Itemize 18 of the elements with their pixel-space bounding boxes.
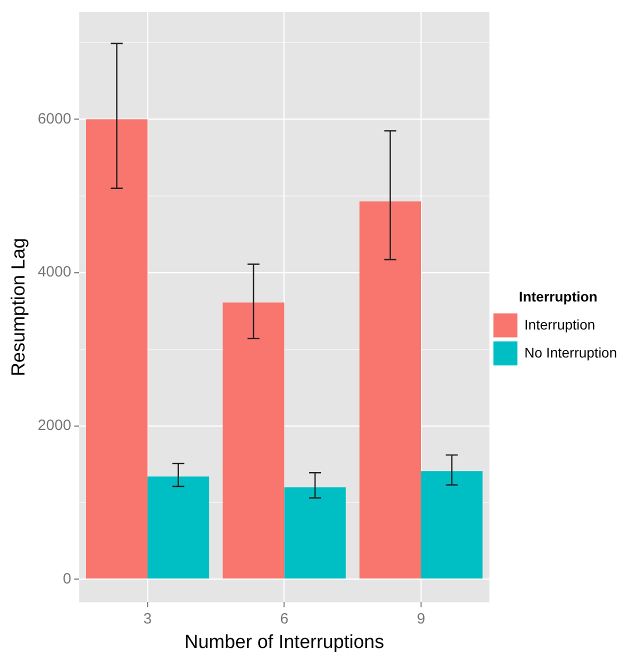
x-tick-label: 3 [143,610,152,628]
legend-label: No Interruption [524,344,618,360]
y-tick-label: 2000 [38,417,72,434]
bar [421,471,483,579]
legend-label: Interruption [524,316,596,332]
x-tick-label: 9 [416,610,426,628]
legend-title: Interruption [518,288,598,304]
x-tick-label: 6 [280,610,288,628]
bar [222,302,284,579]
bar [284,487,346,579]
bar [86,119,148,579]
y-axis-title: Resumption Lag [8,238,30,376]
y-tick-label: 0 [62,570,72,588]
y-tick-label: 6000 [38,110,72,128]
y-tick-label: 4000 [38,264,72,281]
x-axis-title: Number of Interruptions [184,632,384,653]
bar [359,201,422,579]
bar [148,476,210,579]
